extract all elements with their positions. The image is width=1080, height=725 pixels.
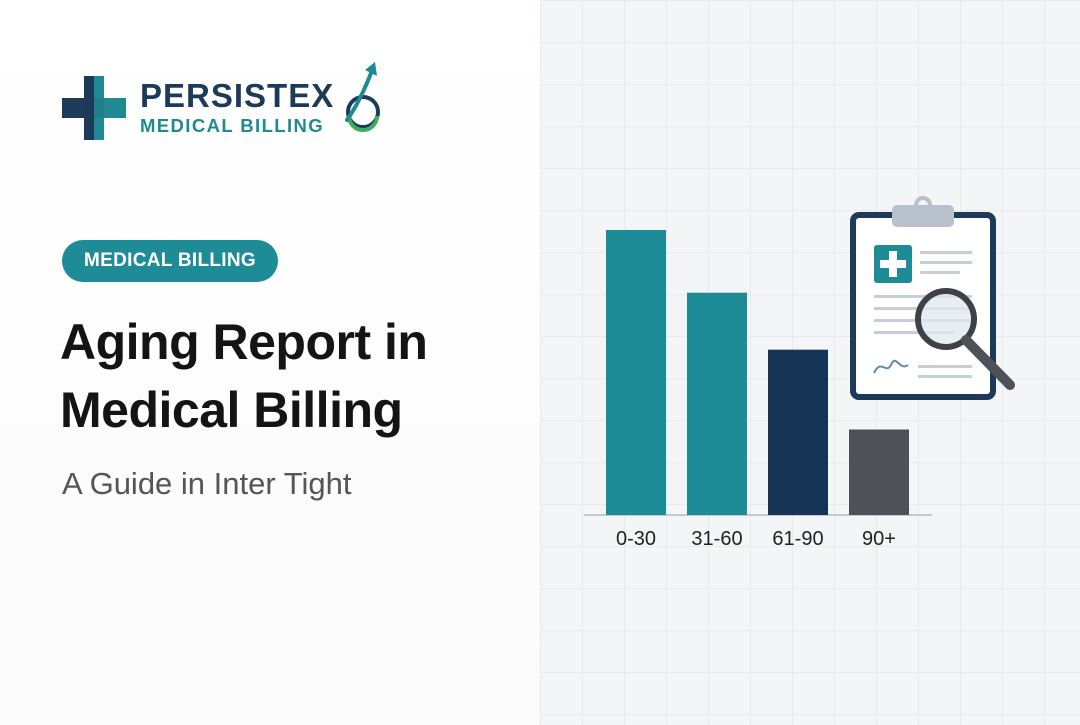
left-panel: PERSISTEX MEDICAL BILLING MEDICAL BILLIN…: [0, 0, 540, 725]
x-tick-label: 90+: [862, 528, 896, 550]
right-panel: [540, 0, 1080, 725]
bar-0-30: [606, 230, 666, 515]
logo-subtitle: MEDICAL BILLING: [140, 115, 325, 136]
brand-logo: PERSISTEX MEDICAL BILLING: [60, 60, 380, 145]
logo-name: PERSISTEX: [140, 77, 335, 114]
bar-31-60: [687, 292, 747, 515]
magnifying-glass-icon: [915, 288, 1015, 390]
title-line-2: Medical Billing: [60, 382, 403, 438]
logo-text: PERSISTEX MEDICAL BILLING: [140, 78, 334, 137]
bar-61-90: [768, 349, 828, 515]
x-tick-label: 0-30: [616, 528, 656, 550]
x-tick-label: 31-60: [691, 528, 742, 550]
medical-cross-icon: [874, 245, 912, 283]
target-arrow-icon: [345, 62, 380, 132]
bar-90+: [849, 429, 909, 515]
page-title: Aging Report in Medical Billing: [60, 308, 530, 444]
x-tick-label: 61-90: [772, 528, 823, 550]
category-badge: MEDICAL BILLING: [62, 240, 278, 282]
signature-icon: [873, 359, 909, 374]
medical-cross-logo-icon: [62, 76, 126, 140]
page-subtitle: A Guide in Inter Tight: [62, 466, 352, 501]
aging-bar-chart: 0-30 31-60 61-90 90+: [584, 230, 932, 550]
title-line-1: Aging Report in: [60, 314, 428, 370]
clipboard-icon: [850, 196, 1015, 400]
